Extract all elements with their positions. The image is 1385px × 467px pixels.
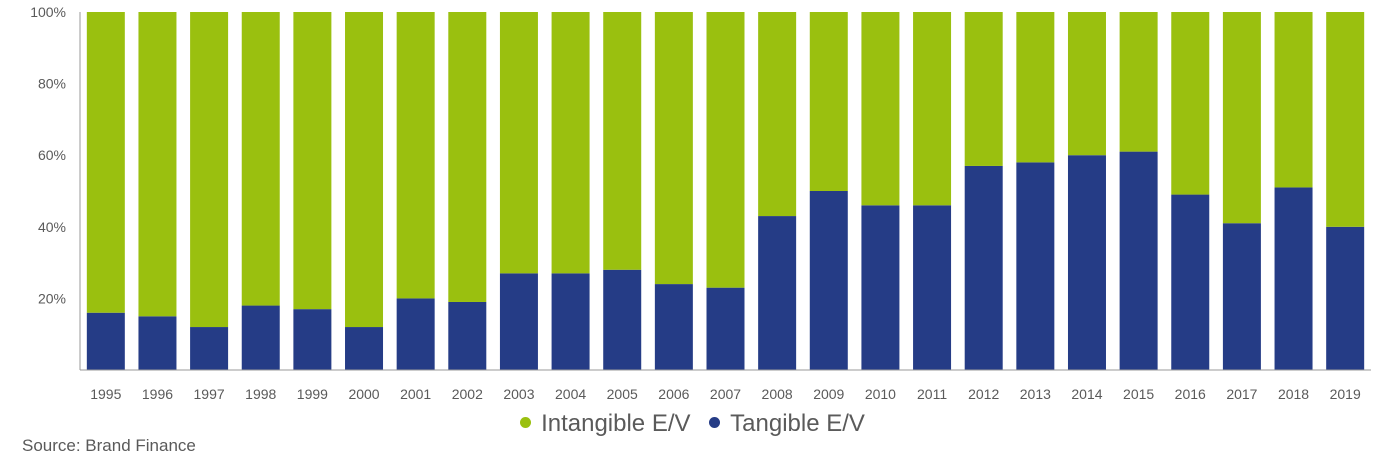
bar-tangible-2012 [964, 165, 1003, 370]
bar-tangible-2005 [603, 269, 642, 370]
bars-group [86, 12, 1365, 370]
bar-intangible-2005 [603, 12, 642, 270]
bar-intangible-2004 [551, 12, 590, 274]
y-tick-label: 20% [38, 290, 66, 306]
bar-tangible-2010 [861, 205, 900, 370]
bar-tangible-2011 [913, 205, 952, 370]
bar-tangible-1999 [293, 309, 332, 370]
x-tick-label: 2011 [917, 386, 947, 402]
x-tick-label: 2018 [1278, 386, 1309, 402]
bar-intangible-1995 [86, 12, 125, 313]
bar-tangible-2016 [1171, 194, 1210, 370]
bar-intangible-2003 [499, 12, 538, 274]
legend-label-tangible: Tangible E/V [730, 410, 865, 437]
bar-tangible-2018 [1274, 187, 1313, 370]
y-tick-label: 40% [38, 219, 66, 235]
x-tick-label: 1997 [194, 386, 225, 402]
bar-tangible-1997 [190, 327, 229, 370]
bar-tangible-2009 [809, 191, 848, 370]
x-tick-label: 2006 [658, 386, 689, 402]
y-tick-label: 60% [38, 147, 66, 163]
bar-intangible-1997 [190, 12, 229, 328]
source-note: Source: Brand Finance [22, 436, 196, 455]
y-tick-label: 80% [38, 76, 66, 92]
x-tick-label: 2010 [865, 386, 896, 402]
bar-intangible-2014 [1067, 12, 1106, 156]
bar-intangible-2018 [1274, 12, 1313, 188]
bar-intangible-2008 [758, 12, 797, 217]
bar-tangible-2019 [1326, 226, 1365, 370]
x-tick-label: 2012 [968, 386, 999, 402]
bar-intangible-1998 [241, 12, 280, 306]
bar-tangible-2013 [1016, 162, 1055, 370]
bar-tangible-2017 [1222, 223, 1261, 370]
legend-dot-intangible-icon [520, 417, 532, 429]
legend-dot-tangible-icon [709, 417, 721, 429]
bar-tangible-2000 [345, 327, 384, 370]
bar-intangible-2010 [861, 12, 900, 206]
bar-tangible-2007 [706, 287, 745, 370]
bar-intangible-2017 [1222, 12, 1261, 224]
x-tick-label: 2002 [452, 386, 483, 402]
bar-intangible-2006 [654, 12, 693, 285]
bar-intangible-2016 [1171, 12, 1210, 195]
x-tick-label: 2016 [1175, 386, 1206, 402]
bar-intangible-2000 [345, 12, 384, 328]
bar-tangible-1995 [86, 312, 125, 370]
bar-intangible-1999 [293, 12, 332, 310]
bar-tangible-2008 [758, 216, 797, 370]
x-tick-label: 1995 [90, 386, 121, 402]
bar-intangible-2015 [1119, 12, 1158, 152]
bar-tangible-2014 [1067, 155, 1106, 370]
x-tick-label: 2014 [1071, 386, 1102, 402]
bar-intangible-1996 [138, 12, 177, 317]
x-tick-label: 1999 [297, 386, 328, 402]
x-axis-ticks: 1995 1996 1997 1998 1999 2000 2001 2002 2003 2004… [90, 386, 1361, 402]
x-tick-label: 2009 [813, 386, 844, 402]
x-tick-label: 2001 [400, 386, 431, 402]
bar-intangible-2002 [448, 12, 487, 302]
bar-intangible-2009 [809, 12, 848, 191]
bar-tangible-2001 [396, 298, 435, 370]
x-tick-label: 2008 [762, 386, 793, 402]
y-tick-label: 100% [30, 4, 66, 20]
y-axis-ticks: 20% 40% 60% 80% 100% [30, 4, 66, 306]
legend-item-tangible: Tangible E/V [709, 410, 865, 438]
x-tick-label: 2013 [1020, 386, 1051, 402]
bar-intangible-2007 [706, 12, 745, 288]
bar-intangible-2019 [1326, 12, 1365, 227]
bar-tangible-2015 [1119, 151, 1158, 370]
stacked-bar-chart: 20% 40% 60% 80% 100% 1995 1996 1997 1998 1999 200… [30, 4, 1371, 402]
legend: Intangible E/V Tangible E/V [0, 410, 1385, 438]
x-tick-label: 2017 [1226, 386, 1257, 402]
x-tick-label: 2007 [710, 386, 741, 402]
bar-intangible-2012 [964, 12, 1003, 166]
bar-tangible-1998 [241, 305, 280, 370]
bar-intangible-2011 [913, 12, 952, 206]
x-tick-label: 2019 [1330, 386, 1361, 402]
x-tick-label: 2004 [555, 386, 586, 402]
bar-tangible-2003 [499, 273, 538, 370]
bar-tangible-2004 [551, 273, 590, 370]
x-tick-label: 1998 [245, 386, 276, 402]
bar-intangible-2001 [396, 12, 435, 299]
x-tick-label: 2015 [1123, 386, 1154, 402]
x-tick-label: 2000 [348, 386, 379, 402]
bar-tangible-2002 [448, 301, 487, 370]
bar-tangible-2006 [654, 284, 693, 370]
x-tick-label: 2005 [607, 386, 638, 402]
x-tick-label: 1996 [142, 386, 173, 402]
legend-item-intangible: Intangible E/V [520, 410, 691, 438]
bar-intangible-2013 [1016, 12, 1055, 163]
legend-label-intangible: Intangible E/V [541, 410, 691, 437]
x-tick-label: 2003 [503, 386, 534, 402]
bar-tangible-1996 [138, 316, 177, 370]
